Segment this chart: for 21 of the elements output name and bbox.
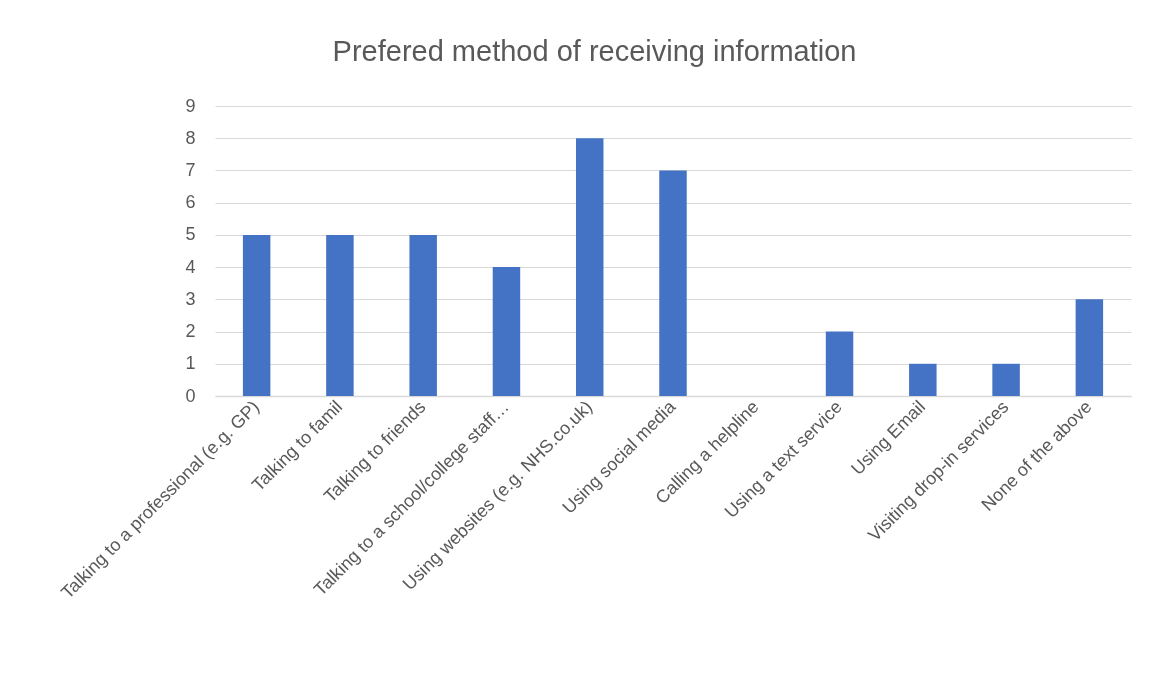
bar (825, 331, 854, 396)
y-tick-label: 9 (185, 95, 196, 116)
bar (326, 234, 354, 396)
bar (409, 234, 437, 396)
bar (909, 363, 937, 396)
chart-title: Prefered method of receiving information (332, 35, 857, 67)
y-tick-label: 3 (185, 288, 196, 309)
y-tick-label: 7 (185, 159, 196, 180)
bar (575, 138, 604, 396)
bar (242, 234, 271, 396)
y-tick-label: 5 (185, 224, 196, 245)
y-tick-label: 1 (185, 353, 196, 374)
bar (659, 170, 687, 396)
y-tick-label: 8 (185, 127, 196, 148)
y-tick-label: 0 (185, 385, 196, 406)
y-tick-label: 4 (185, 256, 196, 277)
bar (492, 267, 521, 396)
bar (1075, 299, 1104, 396)
y-tick-label: 6 (185, 192, 196, 213)
bar (992, 363, 1020, 396)
y-tick-label: 2 (185, 321, 196, 342)
